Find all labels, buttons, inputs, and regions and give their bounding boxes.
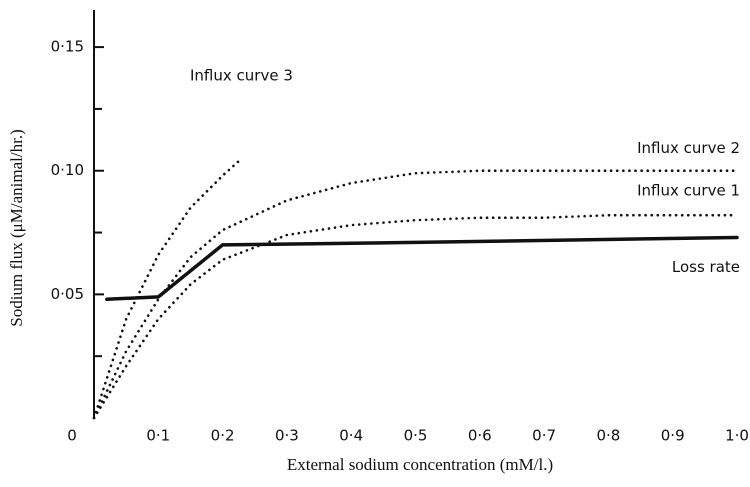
- series-label: Influx curve 2: [637, 139, 740, 157]
- dotted-line: [92, 169, 739, 420]
- x-tick-label: 0·8: [596, 427, 620, 445]
- x-tick-label: 0·5: [404, 427, 428, 445]
- dotted-line: [92, 213, 739, 420]
- series-label: Influx curve 3: [190, 67, 293, 85]
- series-label: Loss rate: [672, 258, 740, 276]
- x-tick-label: 0·4: [339, 427, 363, 445]
- y-tick-label: 0·10: [51, 161, 84, 179]
- x-tick-label: 0·6: [468, 427, 492, 445]
- y-tick-label: 0·15: [51, 38, 84, 56]
- solid-line: [105, 235, 739, 302]
- x-tick-label: 0·7: [532, 427, 556, 445]
- x-tick-label: 1·0: [725, 427, 749, 445]
- x-tick-label: 0·2: [211, 427, 235, 445]
- x-tick-label: 0·3: [275, 427, 299, 445]
- x-tick-label: 0·1: [146, 427, 170, 445]
- x-tick-label: 0·9: [661, 427, 685, 445]
- dotted-line: [92, 157, 244, 420]
- series-label: Influx curve 1: [637, 182, 740, 200]
- x-tick-label: 0: [67, 427, 77, 445]
- y-tick-label: 0·05: [51, 285, 84, 303]
- x-axis-title: External sodium concentration (mM/l.): [287, 455, 553, 474]
- y-axis-title: Sodium flux (μM/animal/hr.): [7, 129, 26, 327]
